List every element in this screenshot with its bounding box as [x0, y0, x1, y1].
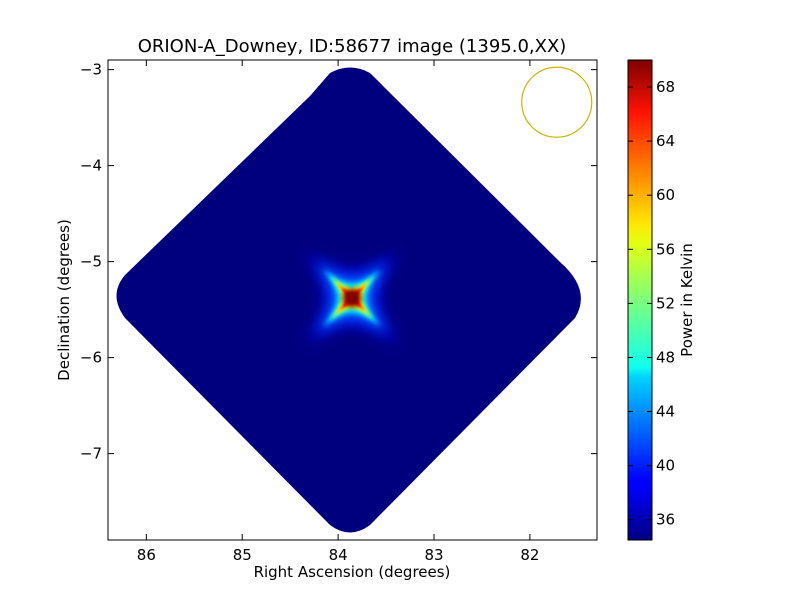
x-tick-label: 84	[329, 546, 348, 564]
peak-emission	[306, 252, 398, 344]
colorbar-tick-label: 56	[656, 240, 675, 258]
colorbar-tick-label: 60	[656, 186, 675, 204]
colorbar-tick-label: 68	[656, 78, 675, 96]
heatmap-image	[116, 67, 581, 533]
y-tick-label: −4	[80, 157, 102, 175]
colorbar-tick-label: 48	[656, 348, 675, 366]
x-tick-label: 82	[520, 546, 539, 564]
y-tick-label: −3	[80, 61, 102, 79]
x-tick-label: 86	[137, 546, 156, 564]
colorbar-tick-label: 64	[656, 132, 675, 150]
colorbar-tick-label: 36	[656, 511, 675, 529]
y-tick-label: −6	[80, 349, 102, 367]
colorbar-tick-label: 52	[656, 294, 675, 312]
beam-ellipse	[521, 66, 593, 138]
colorbar-ticks: 36 40 44 48 52 56 60 64 68	[628, 78, 675, 529]
chart-title: ORION-A_Downey, ID:58677 image (1395.0,X…	[138, 36, 567, 57]
x-axis-ticks: 86 85 84 83 82	[137, 60, 539, 564]
x-axis-label: Right Ascension (degrees)	[254, 563, 451, 581]
y-tick-label: −7	[80, 445, 102, 463]
colorbar-label: Power in Kelvin	[678, 243, 696, 357]
colorbar-tick-label: 44	[656, 403, 675, 421]
x-tick-label: 85	[233, 546, 252, 564]
colorbar-tick-label: 40	[656, 457, 675, 475]
y-axis-label: Declination (degrees)	[55, 219, 73, 381]
x-tick-label: 83	[424, 546, 443, 564]
y-tick-label: −5	[80, 253, 102, 271]
y-axis-ticks: −3 −4 −5 −6 −7	[80, 61, 597, 463]
colorbar	[627, 59, 653, 541]
plot-frame	[107, 59, 598, 541]
